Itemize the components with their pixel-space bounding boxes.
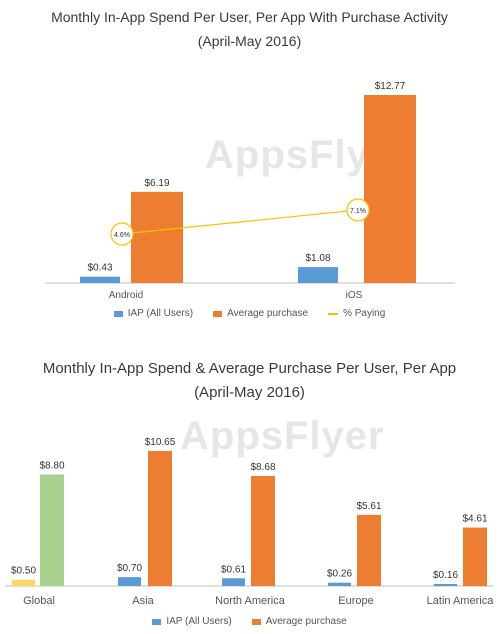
chart-2-legend: IAP (All Users) Average purchase [0, 616, 499, 627]
bar-avg-global [40, 474, 64, 586]
legend-paying: % Paying [328, 308, 385, 319]
data-label-avg-ios: $12.77 [375, 81, 406, 92]
legend-iap: IAP (All Users) [113, 308, 194, 319]
x-tick-label-global: Global [23, 595, 55, 607]
x-tick-label-ios: iOS [346, 290, 363, 301]
bar-avg-android [131, 191, 183, 283]
bar-iap-android [80, 276, 120, 283]
data-label-avg-android: $6.19 [144, 178, 169, 189]
bar-iap-north-america [222, 578, 245, 586]
data-label-iap-global: $0.50 [11, 566, 36, 577]
legend-iap-label: IAP (All Users) [127, 308, 194, 319]
bar-avg-latin-america [463, 527, 487, 586]
legend-iap-swatch [113, 310, 123, 317]
paying-point-1 [346, 198, 370, 222]
legend-avg-label: Average purchase [227, 308, 309, 319]
bar-iap-global [12, 579, 35, 586]
bar-iap-europe [328, 582, 351, 586]
x-tick-label-north-america: North America [215, 595, 286, 607]
bar-iap-ios [298, 267, 338, 283]
data-label-iap-asia: $0.70 [117, 563, 142, 574]
chart-1-legend: IAP (All Users) Average purchase % Payin… [0, 308, 499, 319]
data-label-avg-global: $8.80 [39, 460, 64, 471]
bar-avg-north-america [251, 475, 275, 586]
legend2-iap-label: IAP (All Users) [166, 616, 232, 627]
legend2-avg-swatch [251, 618, 261, 625]
chart-1-title: Monthly In-App Spend Per User, Per App W… [0, 8, 499, 50]
chart-2-title-line1: Monthly In-App Spend & Average Purchase … [42, 360, 457, 377]
chart-1-plot: $0.43 $6.19 Android $1.08 $12.77 iOS 4.6% 7.1% [45, 81, 455, 301]
legend-avg-swatch [213, 310, 223, 317]
legend-avg: Average purchase [213, 308, 308, 319]
paying-label-1: 7.1% [350, 208, 366, 215]
chart-2-plot: $0.50 $8.80 Global $0.70 $10.65 Asia $0.61 $8.6… [5, 437, 495, 607]
legend2-avg: Average purchase [251, 616, 347, 627]
legend2-avg-label: Average purchase [265, 616, 347, 627]
data-label-iap-ios: $1.08 [305, 253, 330, 264]
paying-point-0 [110, 222, 134, 246]
data-label-avg-asia: $10.65 [145, 437, 176, 448]
chart-1-title-line1: Monthly In-App Spend Per User, Per App W… [51, 9, 448, 25]
bar-avg-ios [364, 95, 416, 283]
paying-series-line [121, 209, 359, 235]
chart-2-title: Monthly In-App Spend & Average Purchase … [0, 360, 499, 402]
x-tick-label-latin-america: Latin America [427, 595, 495, 607]
chart-1-title-line2: (April-May 2016) [197, 33, 302, 49]
x-tick-label-android: Android [109, 290, 143, 301]
data-label-iap-north-america: $0.61 [221, 564, 246, 575]
chart-2: Monthly In-App Spend & Average Purchase … [0, 348, 499, 634]
paying-label-0: 4.6% [114, 232, 130, 239]
legend-paying-swatch [328, 312, 339, 315]
bar-iap-asia [118, 577, 141, 586]
legend2-iap-swatch [152, 618, 162, 625]
bar-avg-europe [357, 514, 381, 586]
legend-paying-label: % Paying [343, 308, 386, 319]
x-tick-label-europe: Europe [338, 595, 373, 607]
bar-iap-latin-america [434, 583, 457, 586]
data-label-iap-europe: $0.26 [327, 569, 352, 580]
x-tick-label-asia: Asia [132, 595, 154, 607]
data-label-avg-europe: $5.61 [356, 501, 381, 512]
bar-avg-asia [148, 451, 172, 586]
data-label-avg-north-america: $8.68 [250, 462, 275, 473]
data-label-iap-android: $0.43 [87, 263, 112, 274]
legend2-iap: IAP (All Users) [152, 616, 232, 627]
data-label-avg-latin-america: $4.61 [462, 514, 487, 525]
watermark-2: AppsFlyer [180, 414, 385, 458]
chart-1: Monthly In-App Spend Per User, Per App W… [0, 8, 499, 319]
data-label-iap-latin-america: $0.16 [433, 570, 458, 581]
chart-2-title-line2: (April-May 2016) [194, 384, 305, 401]
